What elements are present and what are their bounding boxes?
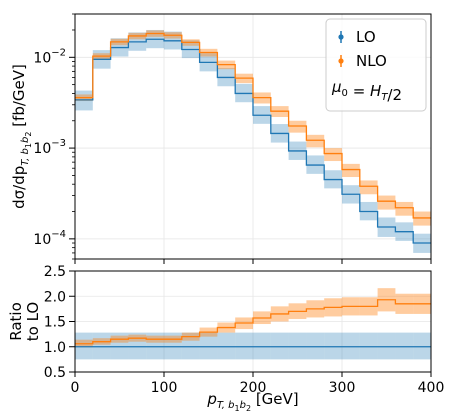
ratio-lo-band-3	[128, 332, 147, 360]
main-ylabel: dσ/dpT, b1b2 [fb/GeV]	[10, 64, 33, 209]
xtick-label-4: 400	[418, 380, 445, 396]
ratio-ytick-label-1: 1.0	[44, 340, 66, 356]
main-nlo-band-12	[288, 120, 307, 133]
xtick-label-3: 300	[329, 380, 356, 396]
xtick-label-1: 100	[151, 380, 178, 396]
xlabel: pT, b1b2 [GeV]	[206, 390, 298, 413]
ratio-ytick-label-3: 2.0	[44, 289, 66, 305]
ratio-lo-band-12	[288, 332, 307, 360]
main-nlo-band-17	[377, 195, 396, 210]
main-lo-line	[75, 38, 431, 244]
main-nlo-band-16	[359, 180, 378, 195]
main-ytick-label-1: 10−3	[33, 138, 66, 157]
xtick-label-0: 0	[71, 380, 80, 396]
legend-box	[325, 18, 427, 112]
ratio-lo-band-9	[235, 332, 253, 360]
main-nlo-band-13	[306, 134, 325, 148]
legend-annotation: μ0 = HT/2	[331, 78, 402, 104]
ratio-lo-band-15	[342, 332, 360, 360]
ratio-lo-band-14	[324, 332, 342, 360]
main-plot-area	[75, 14, 431, 259]
axis-labels: dσ/dpT, b1b2 [fb/GeV] Ratioto LO pT, b1b2 …	[7, 64, 299, 413]
legend: LO NLO μ0 = HT/2	[325, 18, 427, 112]
main-nlo-line	[75, 32, 431, 219]
ratio-lo-band-6	[181, 332, 200, 360]
ratio-ytick-label-4: 2.5	[44, 264, 66, 280]
ratio-lo-band-8	[217, 332, 236, 360]
ratio-lo-band-19	[413, 332, 431, 360]
xtick-label-2: 200	[240, 380, 267, 396]
ratio-lo-band-18	[395, 332, 414, 360]
legend-lo-marker	[338, 34, 344, 40]
ratio-lo-band-11	[270, 332, 289, 360]
ratio-nlo-line	[75, 299, 431, 345]
main-nlo-band-15	[342, 163, 360, 178]
ratio-ylabel: Ratioto LO	[7, 302, 42, 341]
ratio-ytick-label-2: 1.5	[44, 315, 66, 331]
main-panel: 10−4 10−3 10−2 LO NLO μ0 = HT/2	[33, 13, 432, 264]
main-lo-band-0	[75, 90, 93, 111]
legend-nlo-label: NLO	[356, 52, 387, 70]
ratio-lo-band-1	[92, 332, 111, 360]
legend-lo-label: LO	[356, 28, 376, 46]
ratio-plot-area	[75, 271, 431, 372]
ratio-lo-band-0	[75, 332, 93, 360]
legend-nlo-marker	[338, 58, 344, 64]
main-ytick-label-2: 10−2	[33, 47, 66, 66]
ratio-lo-band-10	[253, 332, 271, 360]
ratio-panel: 0.5 1.0 1.5 2.0 2.5 0 100 200 300 400	[44, 264, 445, 396]
ratio-lo-band-7	[199, 332, 218, 360]
main-nlo-band-14	[324, 148, 342, 162]
ratio-lo-band-17	[377, 332, 396, 360]
ratio-lo-band-16	[359, 332, 378, 360]
main-nlo-band-18	[395, 201, 414, 216]
ratio-lo-band-13	[306, 332, 325, 360]
main-ytick-label-0: 10−4	[33, 229, 66, 248]
ratio-ytick-label-0: 0.5	[44, 365, 66, 381]
